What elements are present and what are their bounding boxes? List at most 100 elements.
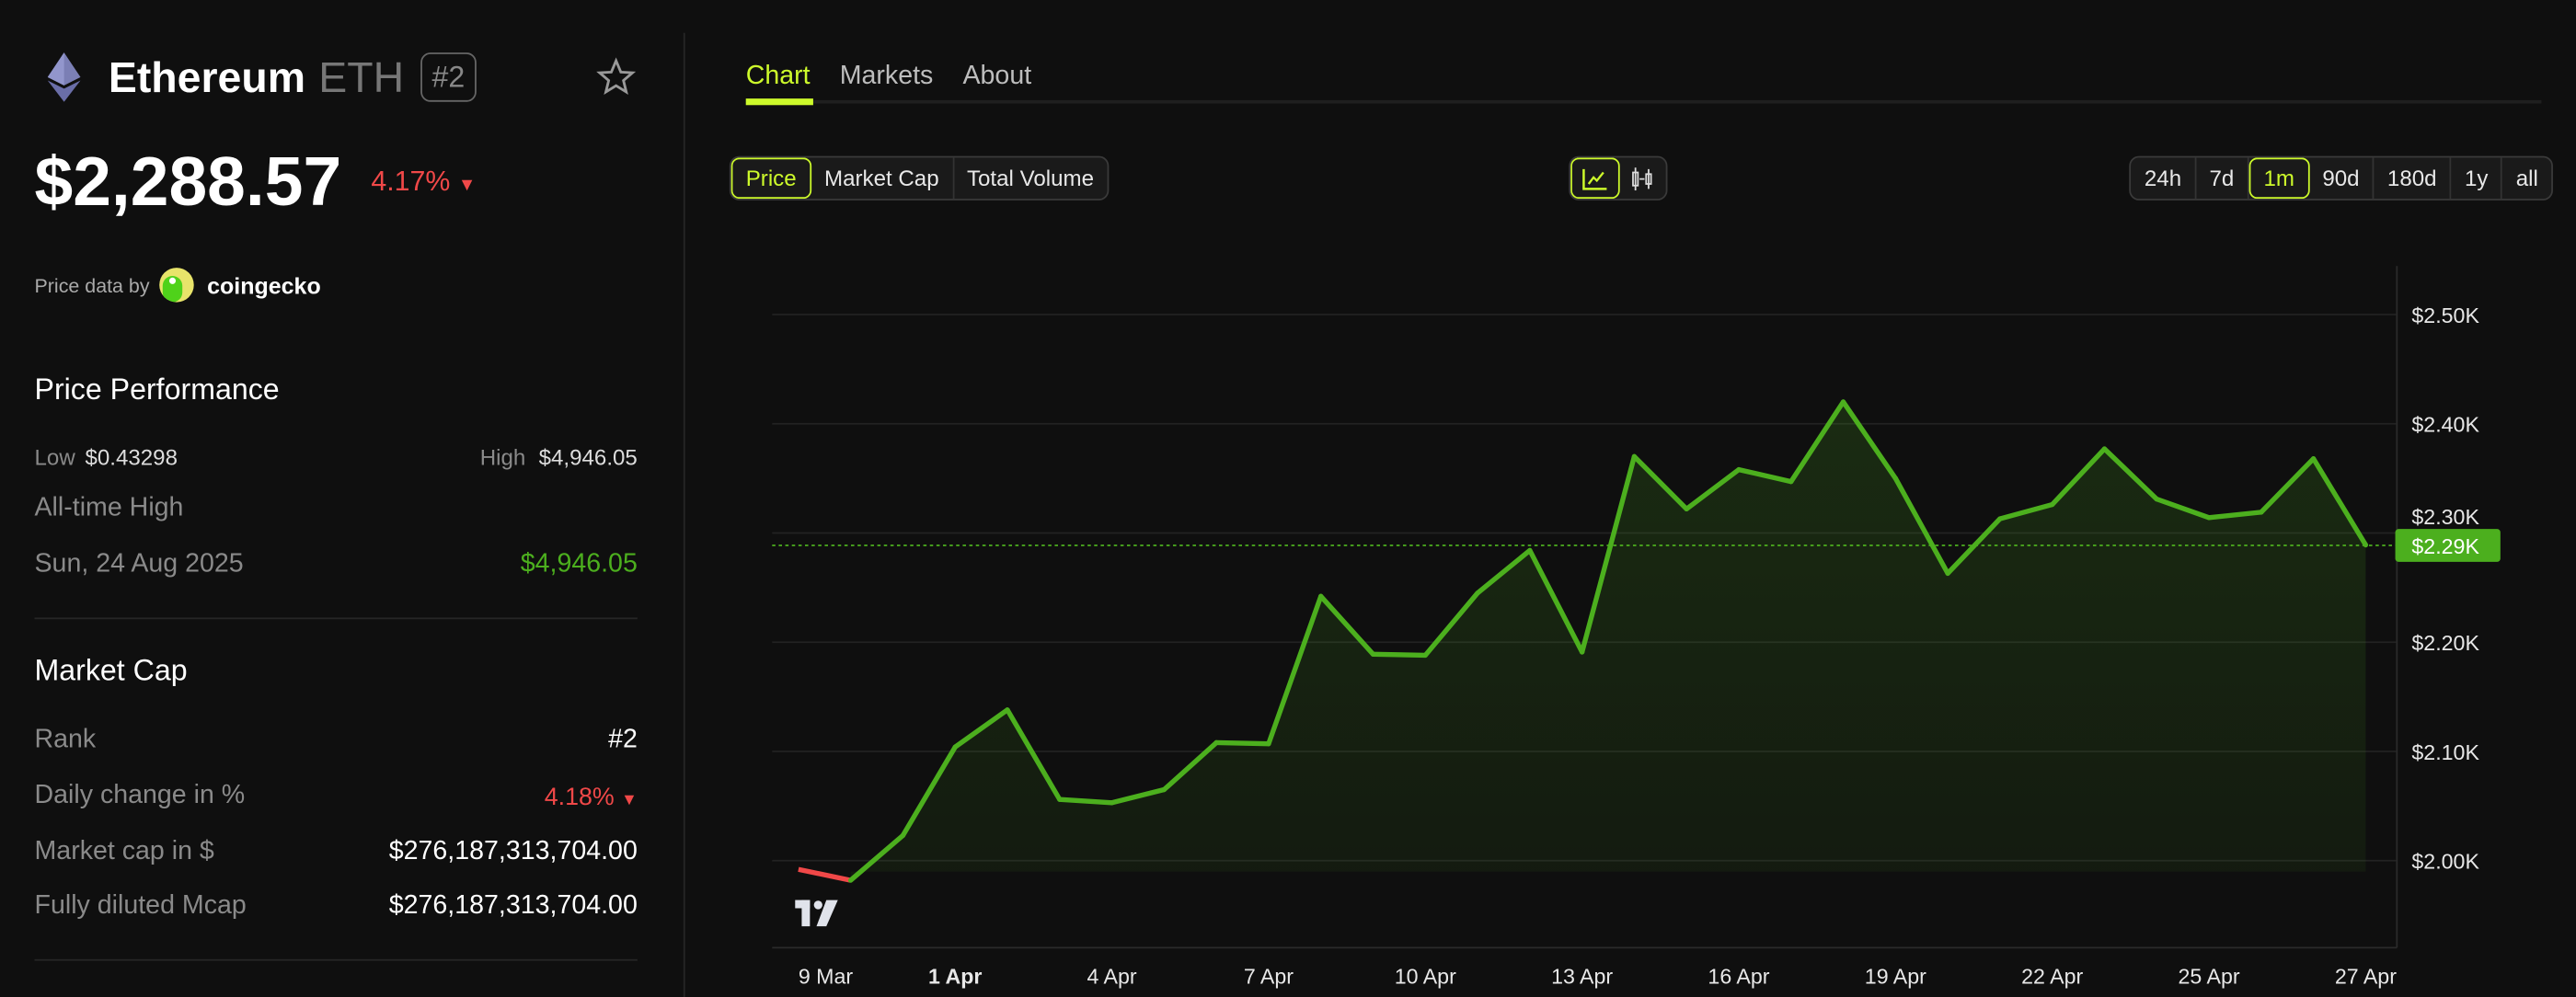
- tab-underline-track: [745, 99, 2542, 104]
- price-line-segment: [1631, 453, 1689, 512]
- range-180d-button[interactable]: 180d: [2375, 157, 2452, 200]
- low-label: Low: [34, 444, 75, 470]
- price-line-segment: [1422, 590, 1480, 659]
- price-line-segment: [1684, 466, 1742, 512]
- price-line-segment: [1266, 593, 1324, 747]
- price-line-segment: [2310, 456, 2369, 548]
- price-area-fill: [850, 401, 2366, 881]
- price-line-segment: [2101, 446, 2159, 502]
- high-row: High $4,946.05: [480, 445, 638, 470]
- range-1m-button[interactable]: 1m: [2248, 157, 2310, 200]
- x-tick-label: 19 Apr: [1865, 965, 1926, 989]
- low-row: Low $0.43298: [34, 445, 177, 470]
- price-source-label: Price data by: [34, 273, 150, 297]
- tab-chart[interactable]: Chart: [745, 62, 811, 91]
- tab-bar: Chart Markets About: [746, 63, 1031, 92]
- divider: [34, 617, 638, 620]
- price-line-segment: [2154, 496, 2212, 521]
- price-line-segment: [1005, 707, 1063, 802]
- price-line-segment-down: [798, 866, 852, 883]
- range-all-button[interactable]: all: [2515, 166, 2538, 191]
- tradingview-logo-icon: [795, 900, 838, 927]
- y-tick-label: $2.50K: [2411, 304, 2479, 327]
- price-row: $2,288.57 4.17% ▼: [34, 142, 476, 223]
- favorite-star-icon[interactable]: [596, 57, 637, 105]
- x-tick-label: 27 Apr: [2335, 965, 2397, 989]
- x-tick-label: 22 Apr: [2021, 965, 2083, 989]
- coin-header: Ethereum ETH #2: [47, 51, 477, 103]
- y-tick-label: $2.00K: [2411, 850, 2479, 874]
- x-tick-label: 9 Mar: [799, 965, 854, 989]
- ath-value: $4,946.05: [520, 550, 638, 579]
- panel-divider: [683, 32, 685, 997]
- price-line-segment: [1057, 796, 1115, 806]
- current-price: $2,288.57: [34, 143, 342, 221]
- down-arrow-icon: ▼: [457, 176, 477, 196]
- tab-markets[interactable]: Markets: [839, 62, 934, 91]
- price-line-segment: [2206, 510, 2264, 521]
- range-1y-button[interactable]: 1y: [2452, 157, 2503, 200]
- coingecko-link[interactable]: coingecko: [207, 271, 321, 299]
- daily-change: 4.18% ▼: [545, 784, 638, 811]
- price-line-segment: [952, 707, 1010, 750]
- candlestick-icon[interactable]: [1620, 157, 1666, 199]
- price-line-segment: [1736, 466, 1794, 485]
- price-line-segment: [1161, 739, 1219, 793]
- coin-symbol: ETH: [318, 52, 405, 101]
- price-source: Price data by coingecko: [34, 266, 321, 304]
- x-tick-label: 4 Apr: [1087, 965, 1136, 989]
- metric-total-volume-button[interactable]: Total Volume: [966, 166, 1094, 191]
- price-line-segment: [2050, 446, 2108, 508]
- fdv-label: Fully diluted Mcap: [34, 891, 247, 920]
- y-tick-label: $2.10K: [2411, 740, 2479, 764]
- price-line-segment: [900, 744, 958, 839]
- chart-type-selector: [1569, 155, 1668, 201]
- price-line-segment: [1840, 399, 1899, 481]
- current-price-label: $2.29K: [2411, 534, 2479, 558]
- daily-change-label: Daily change in %: [34, 781, 246, 810]
- metric-price-button[interactable]: Price: [730, 157, 811, 200]
- x-tick-label: 13 Apr: [1551, 965, 1613, 989]
- x-tick-label: 16 Apr: [1708, 965, 1769, 989]
- eth-logo-icon: [47, 52, 81, 102]
- price-line-segment: [847, 832, 906, 883]
- price-line-segment: [1788, 399, 1846, 485]
- market-cap-value: $276,187,313,704.00: [388, 837, 638, 866]
- divider: [34, 958, 638, 961]
- daily-change-value: 4.18%: [544, 783, 615, 812]
- price-line-segment: [1892, 476, 1950, 577]
- ath-label: All-time High: [34, 494, 184, 522]
- metric-market-cap-button[interactable]: Market Cap: [811, 157, 954, 200]
- price-change: 4.17% ▼: [371, 166, 476, 199]
- tab-about[interactable]: About: [962, 62, 1032, 91]
- rank-badge: #2: [420, 52, 477, 102]
- ath-date: Sun, 24 Aug 2025: [34, 550, 244, 579]
- range-90d-button[interactable]: 90d: [2309, 157, 2375, 200]
- price-line-segment: [1579, 453, 1638, 655]
- line-chart-icon[interactable]: [1570, 157, 1620, 200]
- down-arrow-icon: ▼: [621, 791, 638, 810]
- range-24h-button[interactable]: 24h: [2132, 157, 2197, 200]
- price-line-segment: [1475, 547, 1533, 596]
- current-price-tag: $2.29K: [2395, 529, 2501, 562]
- market-cap-label: Market cap in $: [34, 837, 214, 866]
- range-selector: 24h 7d 1m 90d 180d 1y all: [2129, 155, 2553, 201]
- low-value: $0.43298: [85, 444, 178, 470]
- price-line-segment: [1370, 651, 1428, 659]
- x-tick-label: 1 Apr: [928, 965, 982, 989]
- x-tick-label: 25 Apr: [2179, 965, 2240, 989]
- range-7d-button[interactable]: 7d: [2196, 157, 2249, 200]
- fdv-value: $276,187,313,704.00: [388, 891, 638, 920]
- x-tick-label: 10 Apr: [1395, 965, 1456, 989]
- price-chart[interactable]: $2.00K $2.10K $2.20K $2.30K $2.40K $2.50K 9 M…: [730, 246, 2576, 997]
- rank-value: #2: [608, 726, 638, 754]
- price-line-segment: [1109, 786, 1167, 806]
- price-line-segment: [1945, 516, 2003, 577]
- high-label: High: [479, 444, 526, 470]
- x-tick-label: 7 Apr: [1244, 965, 1294, 989]
- price-change-value: 4.17%: [371, 166, 451, 198]
- y-tick-label: $2.40K: [2411, 413, 2479, 437]
- coingecko-logo-icon: [159, 268, 194, 303]
- metric-selector: Price Market Cap Total Volume: [729, 155, 1110, 201]
- price-line-segment: [1318, 593, 1376, 657]
